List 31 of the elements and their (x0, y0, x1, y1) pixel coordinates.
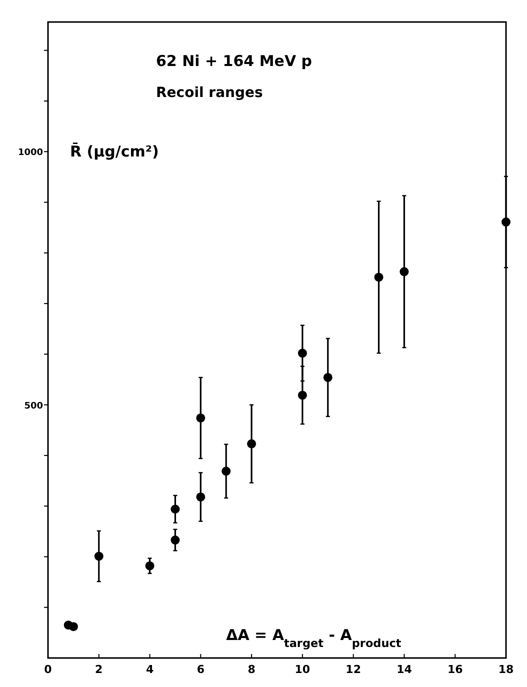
x-axis-title: ΔA = A$_{target}$ - A$_{product}$ (226, 626, 402, 650)
y-tick-label: 500 (24, 401, 43, 412)
x-tick-label: 16 (447, 663, 464, 676)
point (196, 413, 206, 422)
x-tick-label: 4 (146, 663, 154, 676)
point (170, 536, 180, 545)
point (298, 390, 307, 400)
text: 62 Ni + 164 MeV p (156, 52, 312, 70)
point (145, 561, 154, 570)
x-tick-label: 8 (248, 663, 256, 676)
x-tick-label: 0 (44, 663, 52, 676)
point (247, 439, 256, 448)
point (374, 272, 384, 282)
y-axis-title: R̄ (μg/cm²) (70, 142, 159, 161)
x-tick-label: 2 (95, 663, 103, 676)
point (400, 267, 409, 276)
x-tick-label: 12 (346, 663, 361, 676)
point (298, 348, 307, 358)
x-tick-label: 6 (196, 663, 205, 676)
y-tick-label: 1000 (18, 148, 43, 158)
point (94, 552, 104, 561)
x-tick-label: 14 (396, 663, 412, 676)
point (323, 372, 332, 382)
point (68, 622, 78, 632)
point (502, 218, 510, 227)
text: Recoil ranges (156, 85, 263, 101)
x-tick-label: 10 (294, 663, 310, 676)
x-tick-label: 18 (498, 663, 514, 676)
point (196, 492, 206, 502)
point (222, 466, 231, 476)
point (170, 504, 180, 514)
